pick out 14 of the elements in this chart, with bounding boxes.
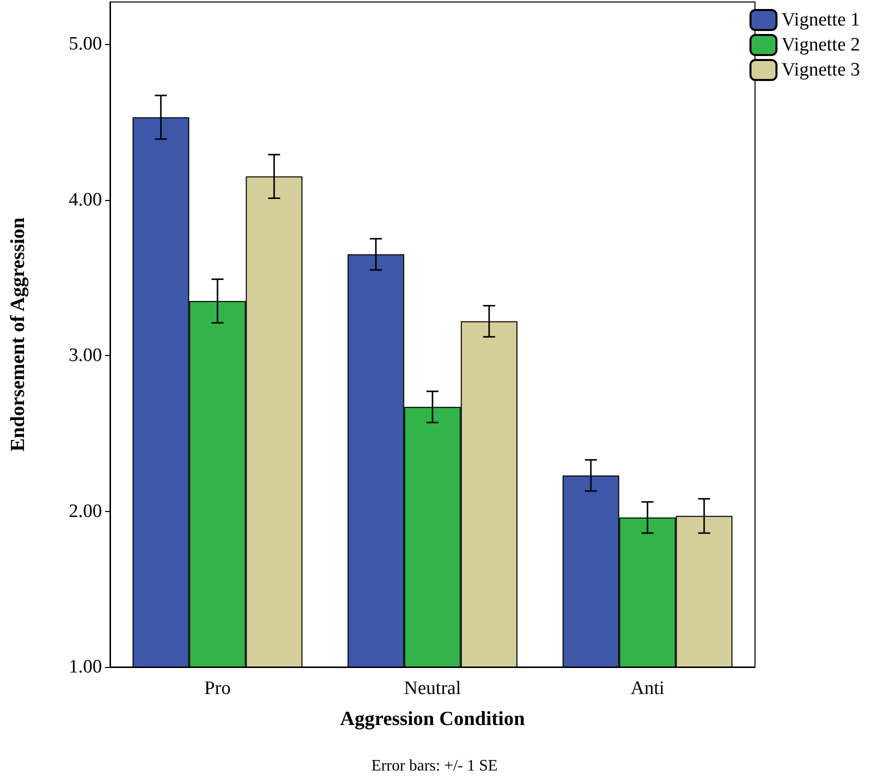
y-tick-label: 5.00	[68, 34, 102, 55]
legend-label: Vignette 3	[781, 60, 860, 80]
x-axis-title: Aggression Condition	[340, 708, 525, 730]
y-tick-label: 4.00	[68, 189, 102, 210]
legend-label: Vignette 1	[781, 10, 860, 30]
x-tick-label: Neutral	[404, 678, 461, 699]
x-tick-label: Pro	[204, 678, 231, 699]
y-tick-label: 3.00	[68, 345, 102, 366]
y-axis-title: Endorsement of Aggression	[7, 217, 29, 452]
y-tick-label: 1.00	[68, 656, 102, 678]
text: Error bars: +/- 1 SE	[371, 758, 498, 774]
x-tick-label: Anti	[630, 678, 664, 699]
legend-label: Vignette 2	[781, 34, 860, 56]
y-tick-label: 2.00	[68, 500, 102, 522]
